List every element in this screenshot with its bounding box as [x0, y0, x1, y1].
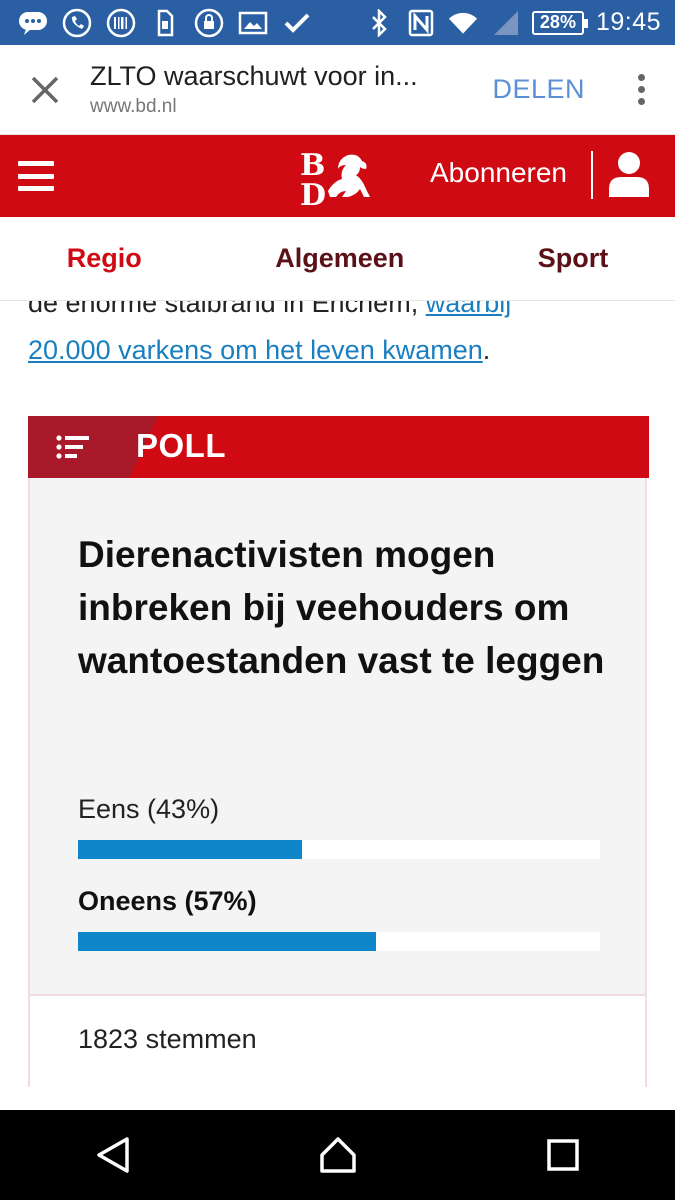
article-link-line2: 20.000 varkens om het leven kwamen	[28, 335, 483, 365]
back-icon	[96, 1137, 129, 1173]
bd-logo[interactable]: B D	[298, 147, 378, 213]
category-sport[interactable]: Sport	[537, 243, 609, 273]
site-header: B D Abonneren	[0, 135, 675, 217]
account-button[interactable]	[607, 151, 651, 199]
svg-text:D: D	[300, 178, 326, 207]
wifi-icon	[448, 8, 478, 38]
hamburger-icon	[18, 161, 54, 166]
custom-tab-toolbar: ZLTO waarschuwt voor in... www.bd.nl DEL…	[0, 45, 675, 135]
nfc-icon	[406, 8, 436, 38]
sim-icon	[150, 8, 180, 38]
lock-icon	[194, 8, 224, 38]
phone-icon	[62, 8, 92, 38]
share-button[interactable]: DELEN	[492, 74, 585, 104]
status-bar: 28% 19:45	[0, 0, 675, 45]
article-text-after: .	[482, 335, 491, 365]
page-url-info[interactable]: ZLTO waarschuwt voor in... www.bd.nl	[90, 61, 492, 118]
category-algemeen[interactable]: Algemeen	[275, 243, 405, 273]
poll-footer: 1823 stemmen	[30, 994, 645, 1087]
battery-indicator: 28%	[531, 10, 588, 35]
poll-label: POLL	[136, 427, 226, 464]
poll-list-icon	[56, 435, 89, 459]
home-icon	[319, 1137, 356, 1173]
check-icon	[282, 8, 312, 38]
user-icon	[609, 152, 649, 197]
svg-text:B: B	[300, 148, 325, 183]
recents-button[interactable]	[533, 1125, 593, 1185]
clock: 19:45	[595, 8, 661, 36]
poll-bar-track	[78, 932, 600, 951]
subscribe-link[interactable]: Abonneren	[430, 157, 568, 188]
poll-bar-fill	[78, 840, 303, 859]
poll-option-label: Oneens (57%)	[78, 886, 257, 916]
category-nav: Regio Algemeen Sport	[0, 217, 675, 301]
poll-header: POLL	[28, 416, 649, 478]
system-nav-bar	[0, 1110, 675, 1200]
back-button[interactable]	[83, 1125, 143, 1185]
poll-option-eens[interactable]: Eens (43%)	[78, 794, 600, 859]
image-icon	[238, 8, 268, 38]
poll-widget: POLL Dierenactivisten mogen inbreken bij…	[28, 416, 649, 1087]
home-button[interactable]	[308, 1125, 368, 1185]
page-title: ZLTO waarschuwt voor in...	[90, 61, 418, 91]
close-icon	[31, 76, 59, 103]
bluetooth-icon	[364, 8, 394, 38]
more-options-button[interactable]	[615, 60, 667, 120]
poll-bar-track	[78, 840, 600, 859]
poll-question: Dierenactivisten mogen inbreken bij veeh…	[78, 534, 605, 681]
header-divider	[591, 151, 593, 199]
recents-icon	[546, 1139, 579, 1171]
page-host: www.bd.nl	[90, 96, 177, 117]
poll-option-oneens[interactable]: Oneens (57%)	[78, 886, 600, 951]
category-regio[interactable]: Regio	[66, 243, 142, 273]
poll-vote-count: 1823 stemmen	[78, 1024, 257, 1054]
poll-option-label: Eens (43%)	[78, 794, 220, 824]
more-vert-icon	[637, 74, 645, 81]
menu-button[interactable]	[18, 161, 54, 191]
signal-icon	[490, 8, 520, 38]
poll-bar-fill	[78, 932, 376, 951]
chat-bubble-icon	[18, 8, 48, 38]
barcode-icon	[106, 8, 136, 38]
close-button[interactable]	[0, 45, 90, 135]
